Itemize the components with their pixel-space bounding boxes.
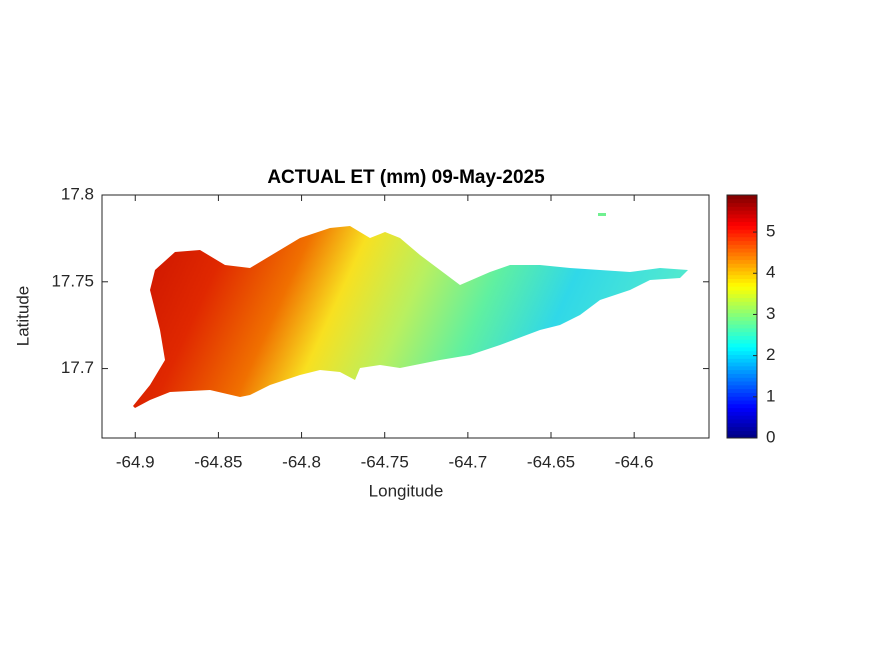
y-tick-label: 17.75 bbox=[51, 271, 94, 290]
colorbar-swatch bbox=[727, 434, 757, 439]
colorbar-swatch bbox=[727, 251, 757, 257]
colorbar-swatch bbox=[727, 236, 757, 242]
colorbar-swatch bbox=[727, 415, 757, 420]
colorbar-swatch bbox=[727, 346, 757, 352]
colorbar-swatch bbox=[727, 396, 757, 401]
colorbar-swatch bbox=[727, 301, 757, 306]
colorbar-swatch bbox=[727, 267, 757, 272]
colorbar-swatch bbox=[727, 282, 757, 287]
x-tick-label: -64.8 bbox=[282, 452, 321, 471]
colorbar-swatch bbox=[727, 381, 757, 386]
colorbar-swatch bbox=[727, 316, 757, 321]
colorbar-swatch bbox=[727, 305, 757, 310]
axes-box bbox=[101, 194, 710, 439]
colorbar-tick-label: 5 bbox=[766, 222, 775, 241]
island bbox=[133, 226, 688, 408]
colorbar-swatch bbox=[727, 388, 757, 393]
colorbar-swatch bbox=[727, 263, 757, 268]
colorbar-swatch bbox=[727, 339, 757, 344]
colorbar-swatch bbox=[727, 244, 757, 249]
colorbar-box bbox=[726, 194, 758, 439]
colorbar-swatch bbox=[727, 278, 757, 283]
colorbar-swatch bbox=[727, 331, 757, 336]
colorbar-swatch bbox=[727, 274, 757, 280]
colorbar-swatch bbox=[727, 327, 757, 333]
colorbar-swatch bbox=[727, 289, 757, 295]
x-tick-label: -64.7 bbox=[448, 452, 487, 471]
colorbar-swatch bbox=[727, 229, 757, 234]
colorbar-swatch bbox=[727, 411, 757, 416]
x-axis-label: Longitude bbox=[369, 481, 444, 500]
colorbar-swatch bbox=[727, 221, 757, 226]
colorbar-tick-label: 2 bbox=[766, 345, 775, 364]
colorbar-swatch bbox=[727, 259, 757, 264]
x-tick-label: -64.6 bbox=[615, 452, 654, 471]
colorbar-swatch bbox=[727, 384, 757, 390]
colorbar-swatch bbox=[727, 335, 757, 340]
colorbar-swatch bbox=[727, 365, 757, 371]
colorbar-swatch bbox=[727, 407, 757, 412]
colorbar-tick-label: 0 bbox=[766, 427, 775, 446]
colorbar-swatch bbox=[727, 270, 757, 276]
colorbar-swatch bbox=[727, 373, 757, 378]
colorbar-swatch bbox=[727, 297, 757, 302]
colorbar-swatch bbox=[727, 286, 757, 291]
colorbar-swatch bbox=[727, 248, 757, 253]
colorbar-tick-label: 3 bbox=[766, 304, 775, 323]
x-tick-label: -64.75 bbox=[361, 452, 409, 471]
colorbar-swatch bbox=[727, 377, 757, 382]
colorbar-swatch bbox=[727, 198, 757, 204]
colorbar-swatch bbox=[727, 217, 757, 223]
colorbar-swatch bbox=[727, 308, 757, 314]
colorbar-swatch bbox=[727, 324, 757, 329]
x-tick-label: -64.85 bbox=[194, 452, 242, 471]
colorbar-swatch bbox=[727, 400, 757, 405]
colorbar-swatch bbox=[727, 430, 757, 435]
x-tick-label: -64.9 bbox=[116, 452, 155, 471]
colorbar-swatch bbox=[727, 419, 757, 424]
colorbar-swatch bbox=[727, 210, 757, 215]
y-axis-label: Latitude bbox=[13, 286, 32, 347]
colorbar-swatch bbox=[727, 240, 757, 245]
colorbar-swatch bbox=[727, 362, 757, 367]
colorbar-swatch bbox=[727, 293, 757, 299]
colorbar-swatch bbox=[727, 213, 757, 219]
colorbar-swatch bbox=[727, 343, 757, 348]
colorbar-swatch bbox=[727, 225, 757, 230]
y-tick-label: 17.7 bbox=[61, 358, 94, 377]
colorbar-swatch bbox=[727, 195, 757, 200]
colorbar-swatch bbox=[727, 320, 757, 325]
colorbar-swatch bbox=[727, 206, 757, 211]
colorbar-swatch bbox=[727, 312, 757, 317]
colorbar-swatch bbox=[727, 422, 757, 428]
colorbar-tick-label: 4 bbox=[766, 263, 775, 282]
islet bbox=[598, 213, 606, 216]
chart-title: ACTUAL ET (mm) 09-May-2025 bbox=[267, 167, 545, 188]
colorbar-swatch bbox=[727, 202, 757, 207]
colorbar-swatch bbox=[727, 350, 757, 355]
colorbar-swatch bbox=[727, 354, 757, 359]
colorbar-swatch bbox=[727, 403, 757, 409]
colorbar-swatch bbox=[727, 392, 757, 397]
colorbar-swatch bbox=[727, 232, 757, 238]
colorbar-swatch bbox=[727, 369, 757, 374]
colorbar-swatch bbox=[727, 358, 757, 363]
colorbar-swatch bbox=[727, 255, 757, 261]
colorbar-swatch bbox=[727, 426, 757, 431]
y-tick-label: 17.8 bbox=[61, 184, 94, 203]
x-tick-label: -64.65 bbox=[527, 452, 575, 471]
colorbar-tick-label: 1 bbox=[766, 386, 775, 405]
